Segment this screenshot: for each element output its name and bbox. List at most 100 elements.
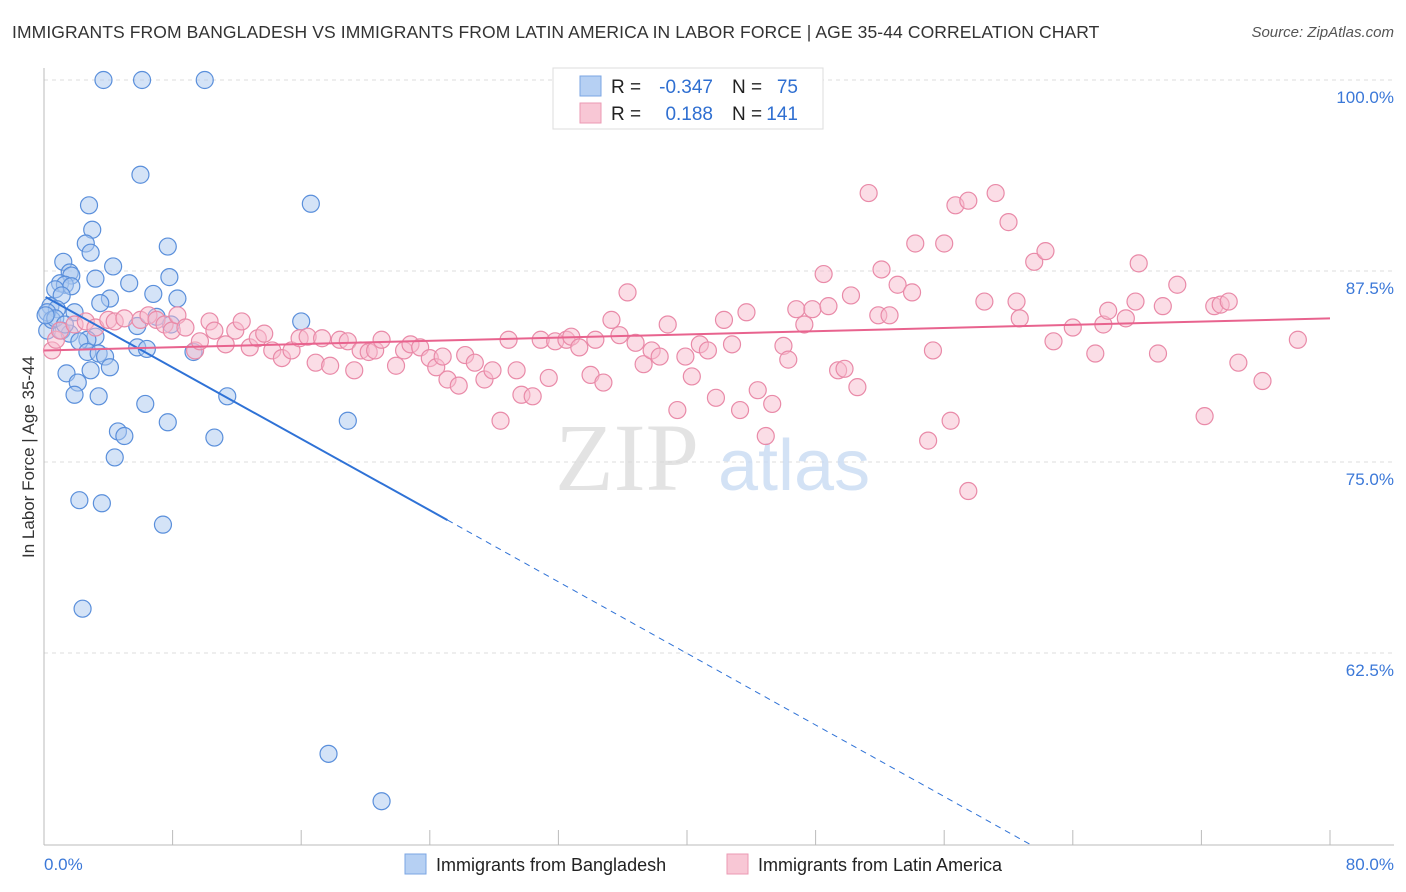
point-bangladesh [319, 744, 338, 763]
point-latin-america [819, 297, 838, 316]
point-bangladesh [158, 413, 177, 432]
legend-swatch-bangladesh [579, 75, 602, 97]
x-ticks [172, 830, 1331, 845]
point-latin-america [999, 213, 1018, 232]
point-latin-america [1063, 318, 1082, 337]
point-latin-america [345, 361, 364, 380]
y-tick-label: 100.0% [1336, 88, 1394, 107]
point-latin-america [730, 400, 750, 420]
point-latin-america [706, 388, 726, 407]
legend-r-label-2: R = [611, 104, 641, 125]
point-latin-america [1168, 275, 1187, 294]
source-credit: Source: ZipAtlas.com [1251, 24, 1394, 41]
point-latin-america [216, 335, 235, 354]
point-latin-america [602, 310, 621, 329]
point-latin-america [449, 376, 468, 395]
point-bangladesh [120, 274, 139, 293]
point-bangladesh [91, 293, 110, 313]
point-latin-america [941, 411, 960, 430]
x-tick-label-min: 0.0% [44, 855, 83, 874]
point-latin-america [676, 347, 695, 366]
trend-line-latin-america [43, 317, 1331, 352]
point-bangladesh [132, 70, 152, 90]
point-latin-america [1044, 332, 1063, 351]
point-latin-america [763, 394, 782, 414]
point-latin-america [795, 315, 814, 334]
point-latin-america [1153, 297, 1172, 316]
point-bangladesh [70, 491, 89, 510]
point-latin-america [1229, 353, 1248, 372]
point-latin-america [835, 359, 854, 378]
point-latin-america [232, 312, 251, 331]
point-latin-america [507, 361, 526, 380]
point-latin-america [888, 275, 907, 294]
point-latin-america [1010, 309, 1029, 328]
point-bangladesh [292, 312, 311, 331]
bottom-legend-swatch-latin-america [726, 853, 749, 875]
point-latin-america [872, 260, 891, 279]
point-latin-america [658, 315, 677, 334]
legend-n-label-2: N = [732, 104, 762, 125]
point-latin-america [1129, 254, 1148, 273]
bottom-legend-label-bangladesh: Immigrants from Bangladesh [436, 855, 666, 875]
point-latin-america [372, 330, 391, 349]
point-bangladesh [81, 361, 100, 380]
point-latin-america [748, 381, 767, 400]
point-latin-america [386, 356, 406, 375]
legend-n-label-1: N = [732, 77, 762, 98]
point-bangladesh [36, 306, 55, 325]
point-latin-america [205, 321, 224, 340]
point-latin-america [848, 378, 867, 397]
y-axis-label: In Labor Force | Age 35-44 [19, 356, 38, 558]
point-latin-america [1126, 292, 1145, 311]
point-bangladesh [195, 70, 214, 90]
point-latin-america [433, 347, 452, 366]
bottom-legend-swatch-bangladesh [404, 853, 427, 875]
point-latin-america [176, 318, 195, 337]
point-latin-america [959, 191, 978, 210]
point-latin-america [935, 234, 954, 253]
point-bangladesh [81, 243, 100, 262]
point-bangladesh [131, 165, 150, 184]
point-latin-america [668, 400, 687, 420]
y-tick-label: 62.5% [1346, 661, 1394, 680]
trend-lines [43, 296, 1331, 845]
point-latin-america [539, 368, 558, 388]
point-latin-america [787, 300, 806, 319]
point-latin-america [570, 338, 589, 357]
point-latin-america [698, 341, 717, 360]
point-latin-america [618, 283, 637, 302]
point-latin-america [1219, 292, 1238, 311]
bottom-legend-label-latin-america: Immigrants from Latin America [758, 855, 1003, 875]
y-tick-labels: 100.0% 87.5% 75.0% 62.5% [1336, 88, 1394, 680]
point-bangladesh [168, 289, 187, 308]
point-bangladesh [153, 515, 173, 534]
y-tick-label: 87.5% [1346, 279, 1394, 298]
point-bangladesh [105, 448, 124, 467]
point-latin-america [491, 411, 510, 430]
point-latin-america [959, 481, 978, 501]
gridlines [44, 79, 1394, 654]
point-latin-america [338, 332, 357, 351]
point-latin-america [756, 426, 775, 446]
point-latin-america [1007, 292, 1026, 311]
point-latin-america [1195, 407, 1214, 426]
point-latin-america [1148, 344, 1168, 363]
point-latin-america [1036, 242, 1055, 261]
point-bangladesh [65, 385, 84, 404]
point-bangladesh [100, 358, 120, 377]
point-latin-america [714, 310, 734, 329]
point-latin-america [906, 234, 925, 253]
point-latin-america [650, 347, 669, 366]
point-bangladesh [79, 196, 99, 215]
point-latin-america [779, 350, 798, 369]
stats-legend: R = -0.347 N = 75 R = 0.188 N = 141 [552, 67, 824, 130]
point-bangladesh [160, 268, 179, 287]
point-latin-america [115, 309, 134, 328]
watermark-logo-atlas: atlas [718, 426, 870, 506]
point-latin-america [919, 431, 938, 450]
point-latin-america [841, 286, 861, 305]
bottom-legend: Immigrants from Bangladesh Immigrants fr… [404, 853, 1003, 875]
point-bangladesh [338, 411, 357, 430]
point-bangladesh [115, 426, 134, 446]
